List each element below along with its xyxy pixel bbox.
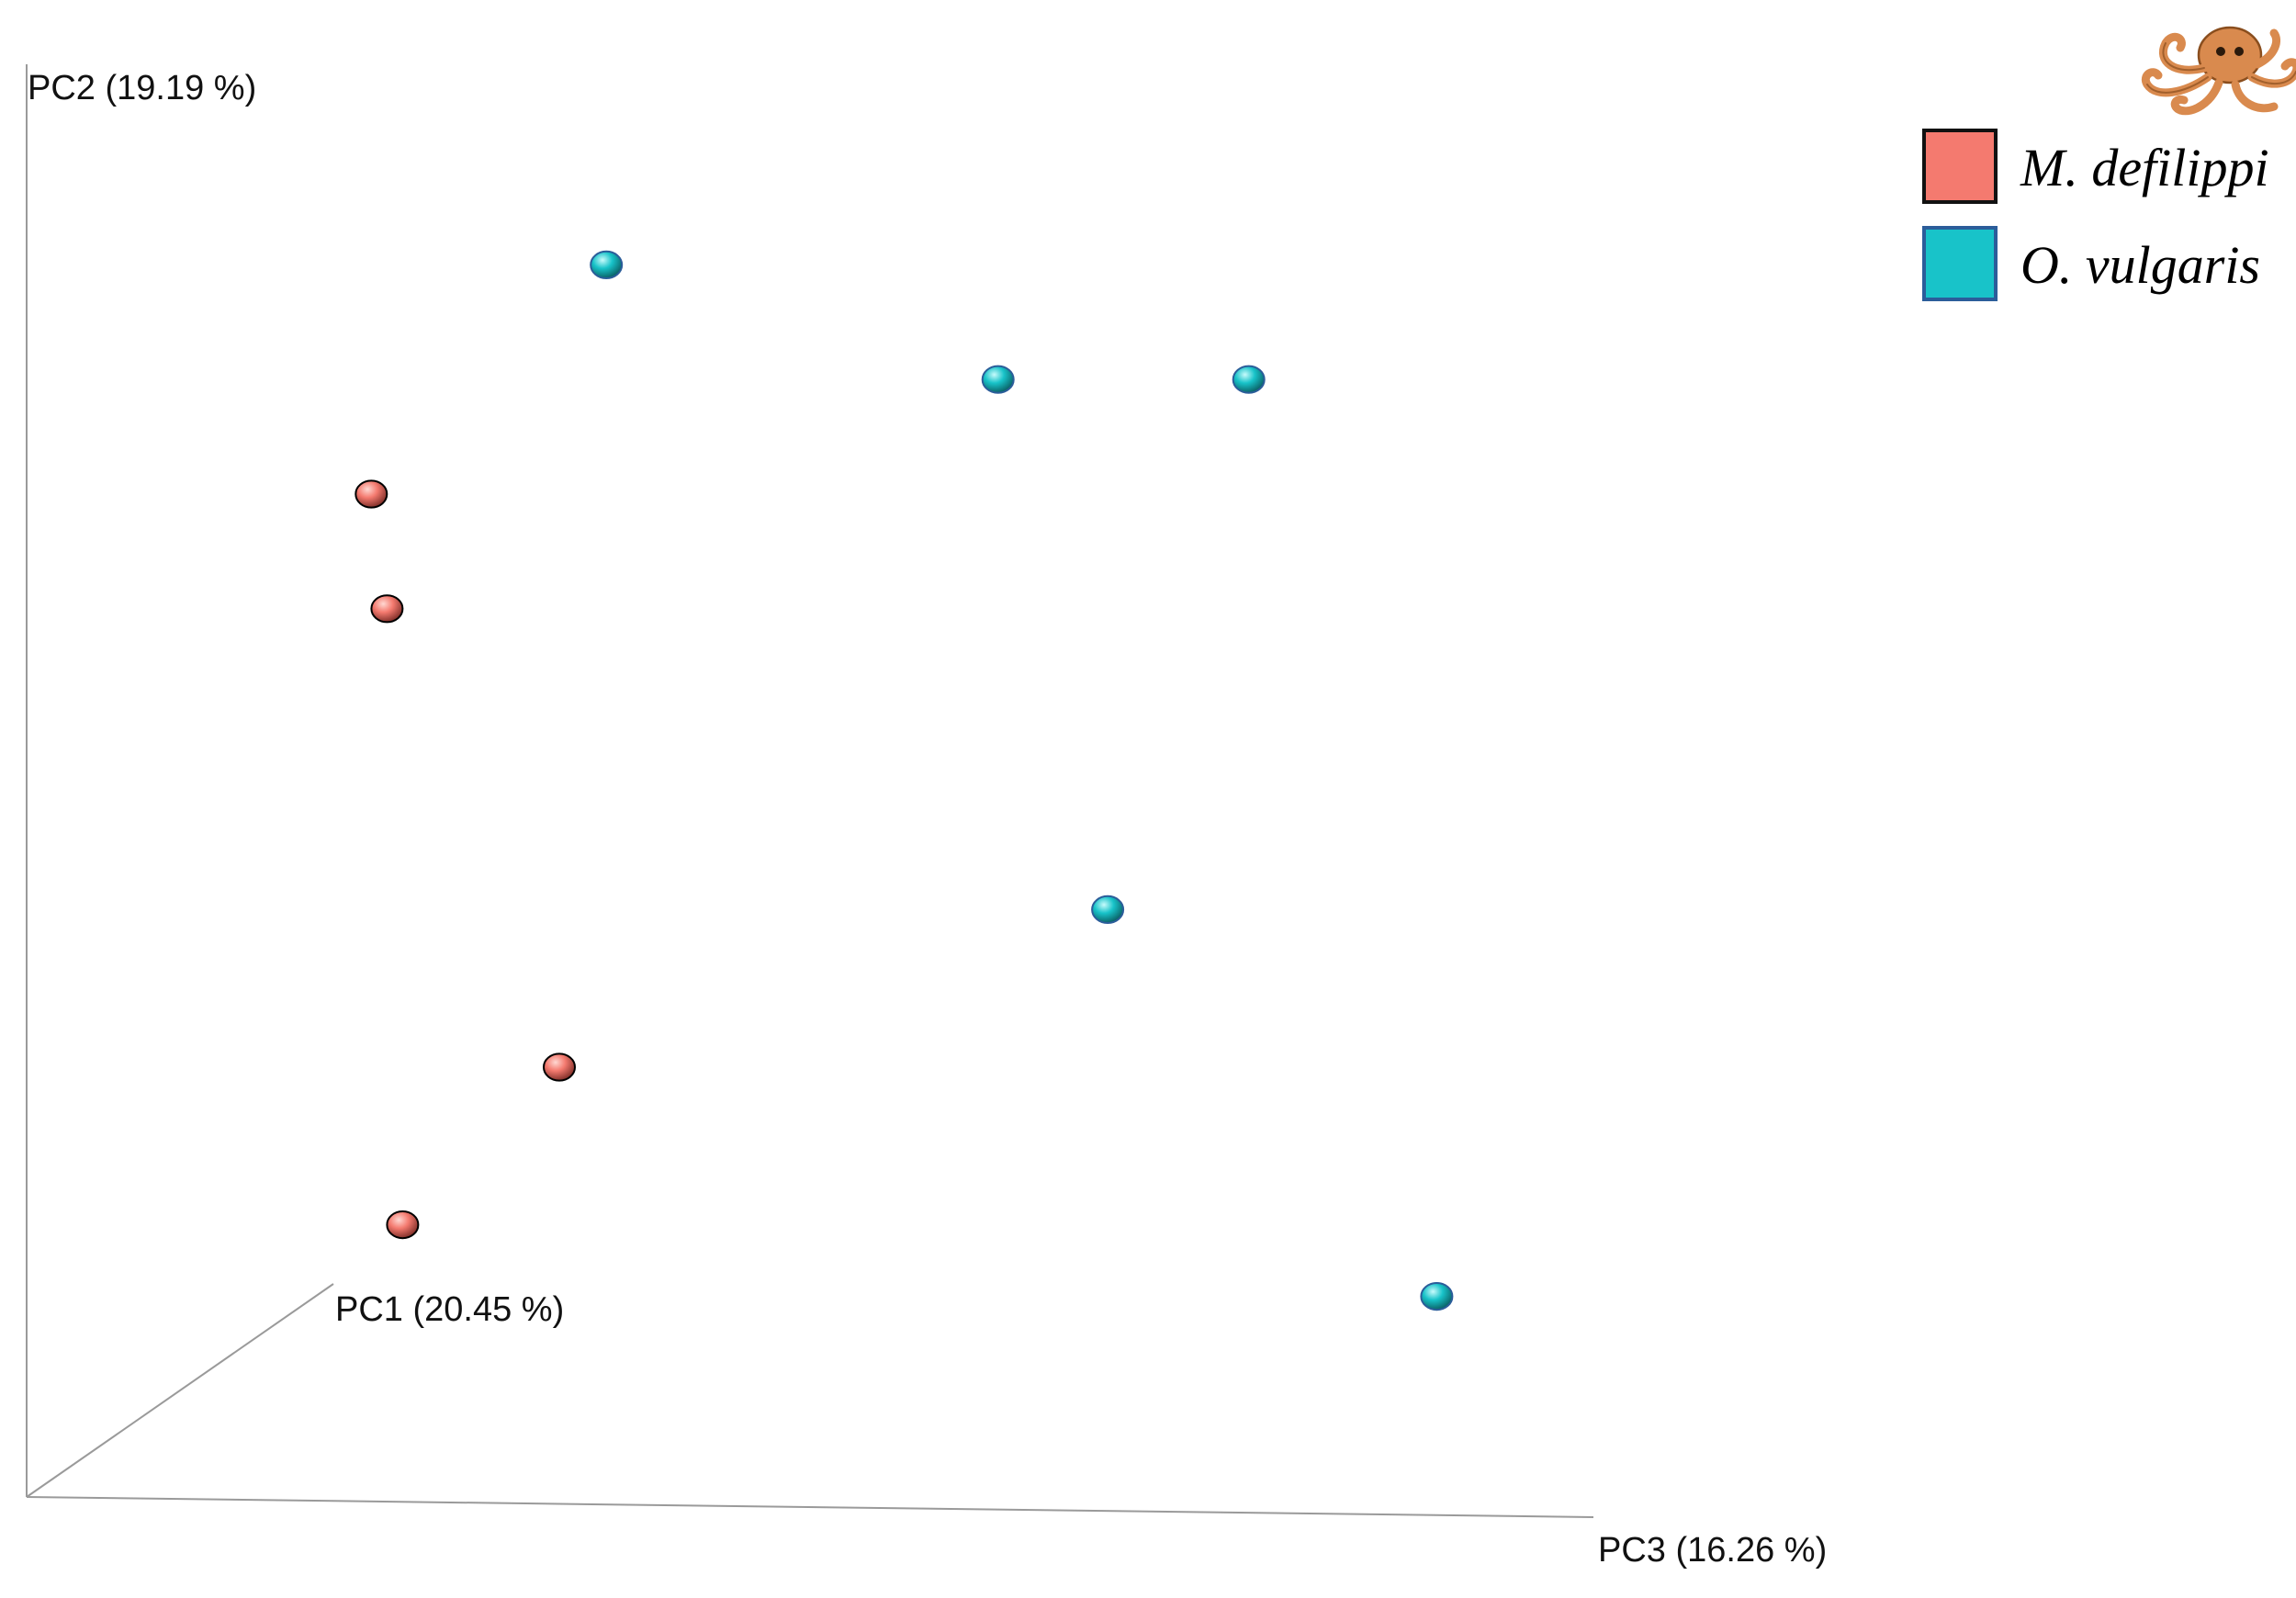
data-point-m-defilippi (543, 1052, 576, 1082)
legend-label-m-defilippi: M. defilippi (2020, 138, 2269, 197)
data-point-m-defilippi (386, 1210, 420, 1240)
data-point-m-defilippi (355, 479, 388, 509)
pc1-axis-label: PC1 (20.45 %) (335, 1290, 564, 1329)
data-point-o-vulgaris (1091, 895, 1125, 925)
legend-label-o-vulgaris: O. vulgaris (2020, 235, 2260, 295)
data-point-o-vulgaris (981, 365, 1015, 394)
legend-item: O. vulgaris (1922, 226, 2260, 301)
octopus-icon (2142, 26, 2296, 116)
legend-swatch-m-defilippi (1922, 129, 1998, 204)
legend: M. defilippi O. vulgaris (1922, 129, 2269, 301)
legend-item: M. defilippi (1922, 129, 2269, 204)
data-point-m-defilippi (370, 594, 404, 624)
data-point-o-vulgaris (590, 250, 624, 279)
data-points (355, 250, 1454, 1311)
pc3-axis-label: PC3 (16.26 %) (1598, 1531, 1827, 1570)
legend-swatch-o-vulgaris (1922, 226, 1998, 301)
pc2-axis-label: PC2 (19.19 %) (28, 69, 256, 107)
pc1-axis-line (26, 1283, 334, 1498)
pc3-axis-line (26, 1496, 1594, 1518)
data-point-o-vulgaris (1232, 365, 1266, 394)
data-point-o-vulgaris (1420, 1282, 1454, 1311)
